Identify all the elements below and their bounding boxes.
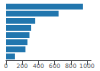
svg-text:1000: 1000 <box>79 62 94 69</box>
svg-text:400: 400 <box>33 62 45 69</box>
svg-text:200: 200 <box>16 62 28 69</box>
svg-text:0: 0 <box>4 62 8 69</box>
svg-text:600: 600 <box>49 62 61 69</box>
svg-text:800: 800 <box>65 62 77 69</box>
